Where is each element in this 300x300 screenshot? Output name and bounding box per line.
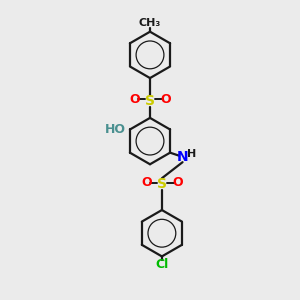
Text: N: N xyxy=(177,150,188,164)
Text: S: S xyxy=(157,177,167,191)
Text: S: S xyxy=(145,94,155,108)
Text: Cl: Cl xyxy=(155,258,169,271)
Text: O: O xyxy=(141,176,152,189)
Text: O: O xyxy=(160,93,171,106)
Text: HO: HO xyxy=(105,123,126,136)
Text: O: O xyxy=(129,93,140,106)
Text: CH₃: CH₃ xyxy=(139,18,161,28)
Text: H: H xyxy=(187,148,196,159)
Text: O: O xyxy=(172,176,183,189)
